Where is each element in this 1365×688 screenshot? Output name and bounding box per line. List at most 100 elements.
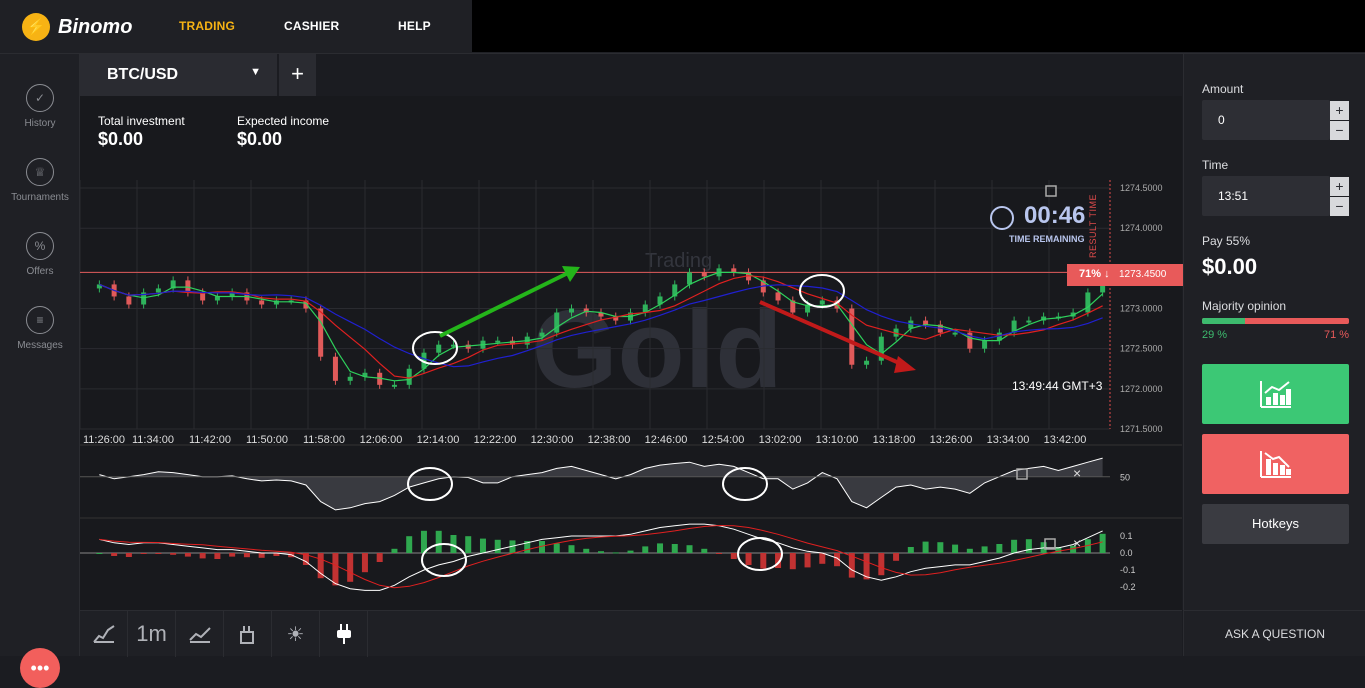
candle-body: [495, 340, 501, 343]
amount-value: 0: [1218, 113, 1225, 127]
histogram-bar: [701, 548, 708, 553]
candle-body: [421, 352, 427, 369]
nav-trading[interactable]: TRADING: [179, 19, 236, 33]
amount-field[interactable]: 0: [1202, 100, 1330, 140]
price-tick-label: 1273.0000: [1120, 304, 1163, 314]
histogram-bar: [155, 553, 162, 554]
nav-help[interactable]: HELP: [398, 19, 431, 33]
timer-value: 00:46: [1024, 202, 1086, 229]
histogram-bar: [273, 553, 280, 556]
candle-body: [568, 308, 574, 313]
server-time: 13:49:44 GMT+3: [1012, 379, 1103, 393]
hotkeys-button[interactable]: Hotkeys: [1202, 504, 1349, 544]
histogram-bar: [1025, 539, 1032, 553]
time-tick-label: 12:22:00: [474, 434, 517, 446]
histogram-bar: [524, 541, 531, 553]
histogram-bar: [583, 548, 590, 553]
timeframe-button[interactable]: 1m: [128, 611, 176, 657]
result-time-label: RESULT TIME: [1088, 194, 1098, 259]
time-minus-button[interactable]: −: [1330, 197, 1349, 216]
asset-tab[interactable]: BTC/USD ▼: [80, 54, 278, 96]
chat-bubble-icon[interactable]: •••: [20, 648, 60, 688]
histogram-bar: [848, 553, 855, 578]
time-tick-label: 12:38:00: [588, 434, 631, 446]
time-tick-label: 11:26:00: [83, 434, 125, 446]
time-tick-label: 11:42:00: [189, 434, 231, 446]
price-tick-label: 1274.5000: [1120, 183, 1163, 193]
candle-body: [878, 336, 884, 361]
sidebar-item-messages[interactable]: ≡ Messages: [0, 306, 80, 351]
time-tick-label: 12:46:00: [645, 434, 688, 446]
candle-body: [391, 384, 397, 387]
indicators-icon[interactable]: [224, 611, 272, 657]
histogram-bar: [184, 553, 191, 557]
candle-body: [583, 308, 589, 313]
histogram-bar: [258, 553, 265, 558]
histogram-bar: [243, 553, 250, 558]
time-plus-button[interactable]: +: [1330, 177, 1349, 196]
logo[interactable]: ⚡ Binomo: [22, 12, 132, 42]
time-label: Time: [1202, 158, 1229, 172]
plug-icon[interactable]: [320, 611, 368, 657]
candle-body: [332, 356, 338, 381]
sidebar-item-offers[interactable]: % Offers: [0, 232, 80, 277]
sidebar-item-label: Tournaments: [11, 192, 69, 203]
histogram-bar: [450, 535, 457, 553]
indicator2-tick-label: -0.1: [1120, 565, 1136, 575]
candle-body: [141, 292, 147, 305]
candle-body: [259, 300, 265, 305]
candle-body: [982, 340, 988, 349]
candle-body: [1041, 316, 1047, 321]
trade-up-button[interactable]: [1202, 364, 1349, 424]
candle-body: [687, 272, 693, 285]
theme-sun-icon[interactable]: ☀: [272, 611, 320, 657]
histogram-bar: [302, 553, 309, 565]
sidebar-item-tournaments[interactable]: ♕ Tournaments: [0, 158, 80, 203]
candle-body: [731, 268, 737, 273]
total-investment-label: Total investment: [98, 114, 185, 128]
histogram-bar: [907, 547, 914, 553]
indicator2-tick-label: -0.2: [1120, 582, 1136, 592]
annotation-circle: [412, 331, 458, 365]
time-tick-label: 11:34:00: [132, 434, 174, 446]
expected-income-value: $0.00: [237, 129, 283, 149]
time-tick-label: 11:50:00: [246, 434, 288, 446]
candle-body: [849, 308, 855, 365]
time-tick-label: 13:34:00: [987, 434, 1030, 446]
nav-cashier[interactable]: CASHIER: [284, 19, 340, 33]
area-chart-icon[interactable]: [80, 611, 128, 657]
pay-value: $0.00: [1202, 254, 1258, 279]
candle-body: [155, 288, 161, 293]
majority-label: Majority opinion: [1202, 299, 1287, 313]
ma-blue-line: [99, 283, 1103, 368]
down-arrow-icon: ↓: [1104, 268, 1110, 280]
annotation-circle: [407, 467, 453, 501]
trade-down-button[interactable]: [1202, 434, 1349, 494]
candle-body: [214, 296, 220, 301]
amount-plus-button[interactable]: +: [1330, 101, 1349, 120]
chart-area[interactable]: Total investment $0.00 Expected income $…: [80, 96, 1183, 610]
histogram-bar: [494, 539, 501, 553]
indicator2-line: [99, 523, 1103, 591]
sidebar: ✓ History ♕ Tournaments % Offers ≡ Messa…: [0, 54, 80, 688]
histogram-bar: [465, 536, 472, 553]
ask-question-button[interactable]: ASK A QUESTION: [1184, 610, 1365, 656]
price-chart[interactable]: 50 0.1 0.0 -0.1 -0.2 1274.5000 1274.0000 1273…: [80, 96, 1182, 610]
add-asset-button[interactable]: +: [279, 54, 316, 96]
ma-green-line: [99, 271, 1104, 382]
sidebar-item-history[interactable]: ✓ History: [0, 84, 80, 129]
histogram-bar: [317, 553, 324, 579]
time-tick-label: 13:26:00: [930, 434, 973, 446]
time-field[interactable]: 13:51: [1202, 176, 1330, 216]
histogram-bar: [214, 553, 221, 559]
histogram-bar: [952, 544, 959, 553]
histogram-bar: [598, 551, 604, 553]
histogram-bar: [538, 541, 545, 553]
annotation-circle: [737, 537, 783, 571]
histogram-bar: [199, 553, 206, 559]
chart-down-icon: [1259, 451, 1291, 478]
trend-chart-icon[interactable]: [176, 611, 224, 657]
amount-minus-button[interactable]: −: [1330, 121, 1349, 140]
histogram-bar: [332, 553, 339, 586]
expected-income: Expected income $0.00: [237, 114, 329, 150]
